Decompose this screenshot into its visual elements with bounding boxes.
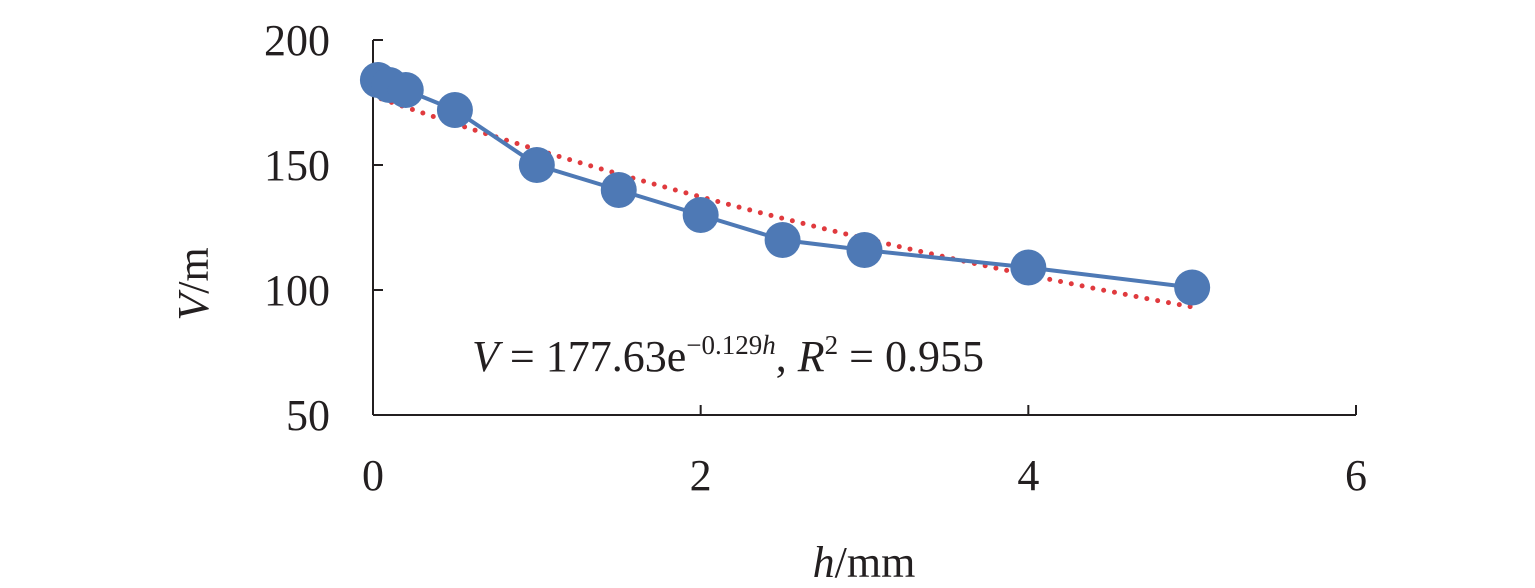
x-axis-title: h/mm <box>813 538 916 587</box>
x-tick-label: 4 <box>1017 451 1039 500</box>
data-point <box>846 232 883 268</box>
x-tick-label: 0 <box>362 451 384 500</box>
data-point <box>387 72 424 108</box>
x-tick-label: 2 <box>690 451 712 500</box>
data-point <box>682 197 719 233</box>
tick-labels: 0 2 4 6 50 100 150 200 <box>264 16 1367 500</box>
data-points <box>359 62 1211 306</box>
equation-annotation: V = 177.63e−0.129h, R2 = 0.955 <box>472 330 984 381</box>
data-point <box>1174 269 1211 306</box>
y-tick-label: 150 <box>264 141 330 190</box>
y-tick-label: 50 <box>286 391 330 440</box>
x-tick-label: 6 <box>1345 451 1367 500</box>
data-point <box>1010 249 1047 286</box>
y-tick-label: 200 <box>264 16 330 65</box>
data-point <box>436 92 473 128</box>
data-point <box>600 172 637 208</box>
axes <box>372 39 1357 416</box>
y-tick-label: 100 <box>264 266 330 315</box>
y-axis-title: V/m <box>169 247 218 320</box>
trendline <box>378 96 1195 310</box>
data-point <box>764 222 801 258</box>
data-point <box>518 147 555 183</box>
